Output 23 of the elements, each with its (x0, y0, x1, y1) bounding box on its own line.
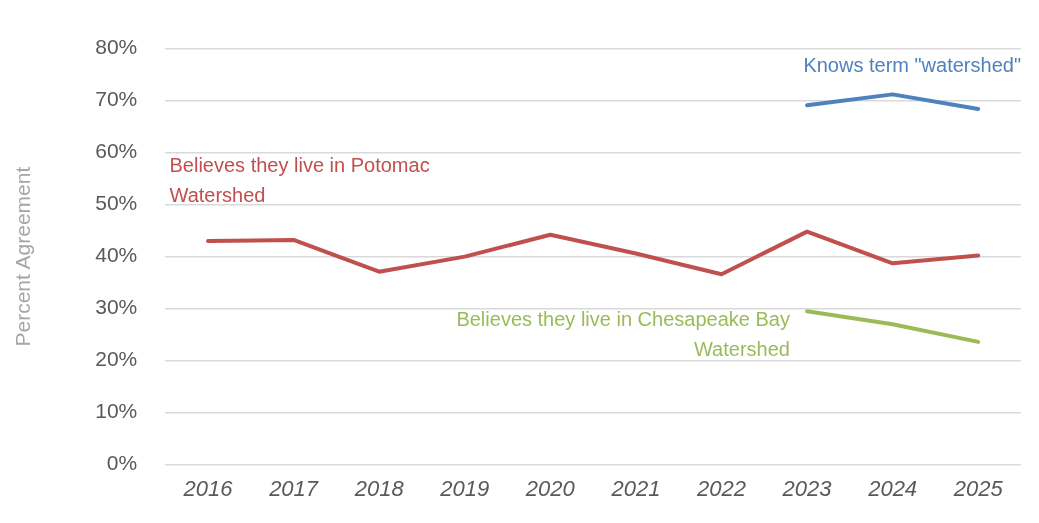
x-tick-label: 2025 (952, 475, 1004, 501)
y-tick-label: 30% (95, 295, 138, 319)
x-tick-label: 2020 (524, 475, 576, 501)
x-tick-label: 2022 (696, 475, 746, 501)
series-label: Knows term "watershed" (803, 54, 1021, 77)
y-tick-label: 0% (106, 451, 138, 475)
series-label: Believes they live in Chesapeake Bay Watershed (456, 308, 790, 361)
x-tick-label: 2016 (182, 475, 234, 501)
y-tick-label: 50% (95, 191, 138, 215)
y-tick-label: 80% (95, 35, 138, 59)
x-tick-label: 2023 (781, 475, 833, 501)
x-tick-label: 2017 (268, 475, 319, 501)
x-tick-label: 2019 (439, 475, 490, 501)
y-axis-title: Percent Agreement (11, 166, 35, 347)
y-tick-label: 70% (95, 87, 138, 111)
y-tick-label: 60% (95, 139, 138, 163)
y-tick-label: 40% (95, 243, 138, 267)
y-tick-label: 10% (95, 399, 138, 423)
text: Believes they live in Potomac Watershed (169, 154, 430, 207)
x-tick-label: 2021 (610, 475, 661, 501)
x-tick-label: 2018 (353, 475, 405, 501)
x-tick-label: 2024 (867, 475, 918, 501)
y-tick-label: 20% (95, 347, 138, 371)
